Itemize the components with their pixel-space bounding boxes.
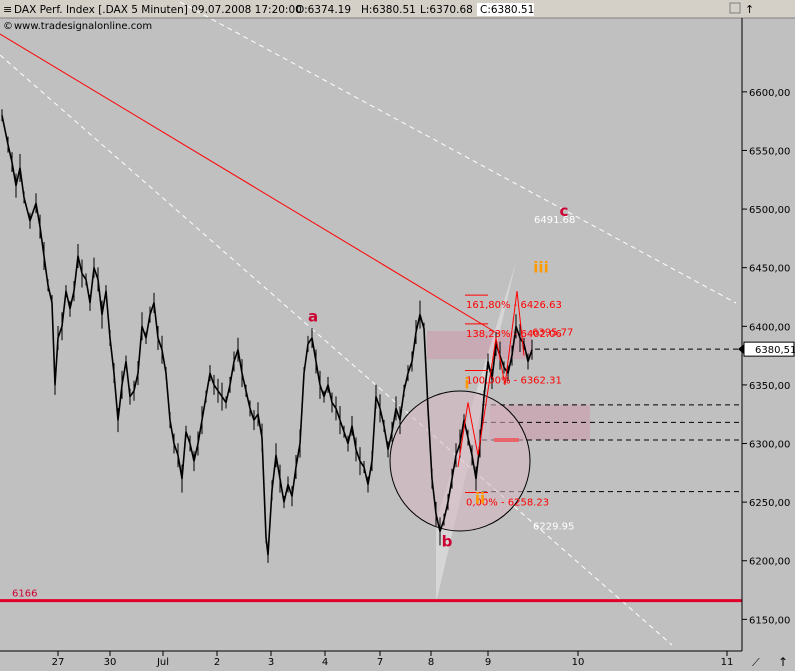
last-price-marker: 6380,51 xyxy=(738,341,795,357)
price-label-1: 6395.77 xyxy=(532,327,573,338)
wave-circle xyxy=(389,390,531,532)
y-tick-label-3: 6300,00 xyxy=(749,440,790,451)
trend-lines xyxy=(0,1,737,646)
price-series xyxy=(1,109,533,563)
y-tick-label-2: 6250,00 xyxy=(749,498,790,509)
header-background xyxy=(0,0,795,18)
header-title: DAX Perf. Index [.DAX 5 Minuten] 09.07.2… xyxy=(14,4,302,16)
last-price-arrow xyxy=(738,344,744,355)
wave-label-b: b xyxy=(442,533,453,551)
header-low: L:6370.68 xyxy=(420,4,473,16)
header-high: H:6380.51 xyxy=(361,4,416,16)
fib-label-1: 138,23% - 6402.06 xyxy=(466,329,562,340)
header-right-panel xyxy=(744,2,794,15)
resize-icon[interactable]: ⟋ xyxy=(752,656,760,669)
level-label: 6166 xyxy=(12,589,37,600)
window-button[interactable] xyxy=(729,2,741,14)
support-level: 6166 xyxy=(0,589,742,603)
scroll-up-icon[interactable]: ↑ xyxy=(745,3,754,16)
trendline-red xyxy=(0,33,501,336)
wave-label-c: c xyxy=(560,202,569,220)
trendline-white-upper xyxy=(179,1,737,304)
y-tick-label-1: 6200,00 xyxy=(749,557,790,568)
wave-label-ii: ii xyxy=(475,489,485,507)
x-tick-label-3: 2 xyxy=(214,657,220,668)
y-tick-label-0: 6150,00 xyxy=(749,615,790,626)
x-tick-label-2: Jul xyxy=(156,657,169,668)
x-tick-label-10: 11 xyxy=(721,657,734,668)
price-label-0: 6491.68 xyxy=(534,215,575,226)
copyright-icon: © xyxy=(3,21,13,32)
wave-label-iii: iii xyxy=(533,258,548,276)
y-tick-label-7: 6500,00 xyxy=(749,205,790,216)
x-tick-label-8: 9 xyxy=(485,657,491,668)
y-tick-label-9: 6600,00 xyxy=(749,88,790,99)
y-tick-label-4: 6350,00 xyxy=(749,381,790,392)
trendline-white-lower xyxy=(0,54,673,646)
x-tick-label-9: 10 xyxy=(572,657,585,668)
y-axis: 6150,00 6200,00 6250,00 6300,00 6350,00 6400,… xyxy=(742,88,790,626)
x-tick-label-7: 8 xyxy=(428,657,434,668)
header-close: C:6380.51 xyxy=(480,4,534,16)
price-label-2: 6229.95 xyxy=(533,522,574,533)
wave-label-a: a xyxy=(308,308,318,326)
fib-label-3: 0,00% - 6258.23 xyxy=(466,497,549,508)
fibonacci-levels: 161,80% - 6426.63 138,23% - 6402.06 100,00… xyxy=(465,215,575,533)
wave-label-i: i xyxy=(464,374,469,392)
x-tick-label-6: 7 xyxy=(377,657,383,668)
wave-b-circle xyxy=(389,390,531,532)
y-tick-label-5: 6400,00 xyxy=(749,322,790,333)
fib-label-0: 161,80% - 6426.63 xyxy=(466,300,562,311)
x-axis: 27 30 Jul 2 3 4 7 8 9 10 11 xyxy=(52,651,734,668)
x-tick-label-5: 4 xyxy=(322,657,328,668)
x-tick-label-0: 27 xyxy=(52,657,65,668)
copyright-text: www.tradesignalonline.com xyxy=(14,21,152,32)
x-tick-label-4: 3 xyxy=(268,657,274,668)
menu-icon[interactable]: ≡ xyxy=(3,3,12,16)
fib-label-2: 100,00% - 6362.31 xyxy=(466,375,562,386)
x-tick-label-1: 30 xyxy=(104,657,117,668)
wave-impulse-line xyxy=(457,291,525,468)
y-tick-label-6: 6450,00 xyxy=(749,264,790,275)
y-tick-label-8: 6550,00 xyxy=(749,146,790,157)
last-price-label: 6380,51 xyxy=(755,345,795,356)
scroll-up-bottom-icon[interactable]: ↑ xyxy=(778,655,788,669)
header-close-box xyxy=(477,3,534,16)
header-open: O:6374.19 xyxy=(296,4,351,16)
